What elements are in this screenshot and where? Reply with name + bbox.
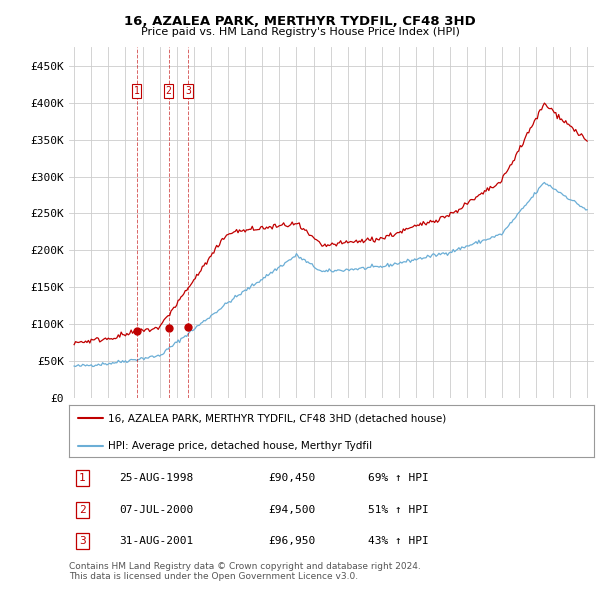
Text: 31-AUG-2001: 31-AUG-2001	[119, 536, 193, 546]
Text: 2: 2	[166, 86, 172, 96]
Text: £90,450: £90,450	[269, 473, 316, 483]
Text: 16, AZALEA PARK, MERTHYR TYDFIL, CF48 3HD: 16, AZALEA PARK, MERTHYR TYDFIL, CF48 3H…	[124, 15, 476, 28]
Text: This data is licensed under the Open Government Licence v3.0.: This data is licensed under the Open Gov…	[69, 572, 358, 581]
Text: 3: 3	[185, 86, 191, 96]
Text: Price paid vs. HM Land Registry's House Price Index (HPI): Price paid vs. HM Land Registry's House …	[140, 27, 460, 37]
Text: 2: 2	[79, 505, 86, 514]
Text: Contains HM Land Registry data © Crown copyright and database right 2024.: Contains HM Land Registry data © Crown c…	[69, 562, 421, 571]
Text: £96,950: £96,950	[269, 536, 316, 546]
Text: HPI: Average price, detached house, Merthyr Tydfil: HPI: Average price, detached house, Mert…	[109, 441, 373, 451]
Text: 51% ↑ HPI: 51% ↑ HPI	[368, 505, 429, 514]
Text: 16, AZALEA PARK, MERTHYR TYDFIL, CF48 3HD (detached house): 16, AZALEA PARK, MERTHYR TYDFIL, CF48 3H…	[109, 414, 446, 423]
Text: 3: 3	[79, 536, 86, 546]
Text: 25-AUG-1998: 25-AUG-1998	[119, 473, 193, 483]
Text: 1: 1	[134, 86, 139, 96]
Text: £94,500: £94,500	[269, 505, 316, 514]
Text: 43% ↑ HPI: 43% ↑ HPI	[368, 536, 429, 546]
Text: 69% ↑ HPI: 69% ↑ HPI	[368, 473, 429, 483]
Text: 1: 1	[79, 473, 86, 483]
Text: 07-JUL-2000: 07-JUL-2000	[119, 505, 193, 514]
